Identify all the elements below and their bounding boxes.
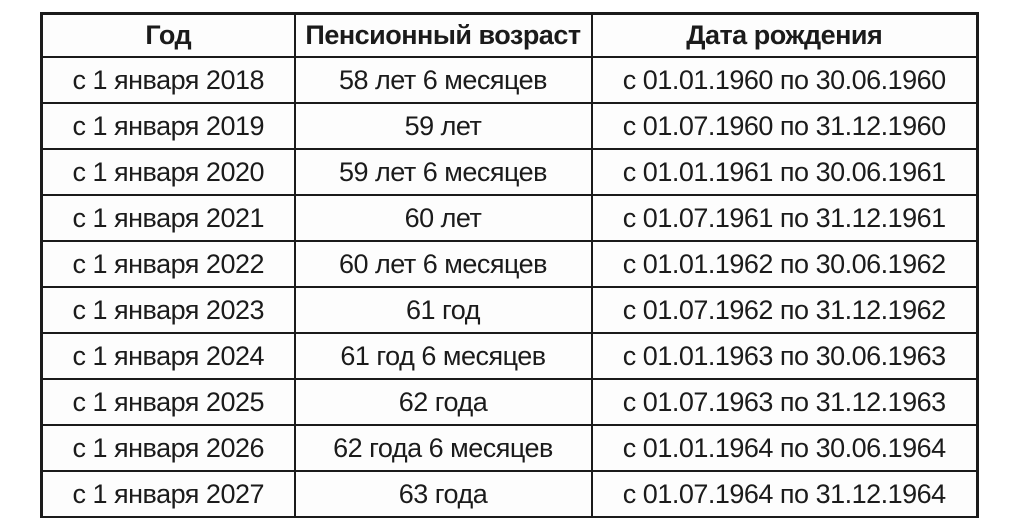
cell-year: с 1 января 2026 [40,424,296,472]
cell-pension-age: 61 год [293,286,593,334]
table-row: с 1 января 2026 62 года 6 месяцев с 01.0… [40,424,979,472]
cell-year: с 1 января 2020 [40,148,296,196]
table-row: с 1 января 2019 59 лет с 01.07.1960 по 3… [40,102,979,150]
cell-pension-age: 60 лет [293,194,593,242]
cell-year: с 1 января 2021 [40,194,296,242]
table-row: с 1 января 2027 63 года с 01.07.1964 по … [40,470,979,518]
cell-year: с 1 января 2019 [40,102,296,150]
table-row: с 1 января 2018 58 лет 6 месяцев с 01.01… [40,56,979,104]
column-header-birth-date: Дата рождения [590,12,979,58]
pension-age-table: Год Пенсионный возраст Дата рождения с 1… [40,12,979,518]
table-row: с 1 января 2023 61 год с 01.07.1962 по 3… [40,286,979,334]
cell-pension-age: 59 лет [293,102,593,150]
cell-pension-age: 61 год 6 месяцев [293,332,593,380]
table-row: с 1 января 2025 62 года с 01.07.1963 по … [40,378,979,426]
cell-year: с 1 января 2027 [40,470,296,518]
cell-pension-age: 62 года 6 месяцев [293,424,593,472]
cell-year: с 1 января 2022 [40,240,296,288]
cell-pension-age: 63 года [293,470,593,518]
table-row: с 1 января 2020 59 лет 6 месяцев с 01.01… [40,148,979,196]
cell-birth-date: с 01.01.1963 по 30.06.1963 [590,332,979,380]
cell-year: с 1 января 2018 [40,56,296,104]
cell-birth-date: с 01.01.1962 по 30.06.1962 [590,240,979,288]
header-row: Год Пенсионный возраст Дата рождения [40,12,979,58]
cell-birth-date: с 01.07.1964 по 31.12.1964 [590,470,979,518]
column-header-year: Год [40,12,296,58]
cell-birth-date: с 01.07.1961 по 31.12.1961 [590,194,979,242]
cell-year: с 1 января 2023 [40,286,296,334]
cell-year: с 1 января 2024 [40,332,296,380]
cell-birth-date: с 01.07.1960 по 31.12.1960 [590,102,979,150]
cell-pension-age: 62 года [293,378,593,426]
cell-pension-age: 60 лет 6 месяцев [293,240,593,288]
table-row: с 1 января 2024 61 год 6 месяцев с 01.01… [40,332,979,380]
cell-birth-date: с 01.07.1963 по 31.12.1963 [590,378,979,426]
cell-pension-age: 59 лет 6 месяцев [293,148,593,196]
table-row: с 1 января 2022 60 лет 6 месяцев с 01.01… [40,240,979,288]
cell-pension-age: 58 лет 6 месяцев [293,56,593,104]
table-row: с 1 января 2021 60 лет с 01.07.1961 по 3… [40,194,979,242]
column-header-pension-age: Пенсионный возраст [293,12,593,58]
cell-year: с 1 января 2025 [40,378,296,426]
cell-birth-date: с 01.01.1960 по 30.06.1960 [590,56,979,104]
cell-birth-date: с 01.07.1962 по 31.12.1962 [590,286,979,334]
cell-birth-date: с 01.01.1961 по 30.06.1961 [590,148,979,196]
cell-birth-date: с 01.01.1964 по 30.06.1964 [590,424,979,472]
